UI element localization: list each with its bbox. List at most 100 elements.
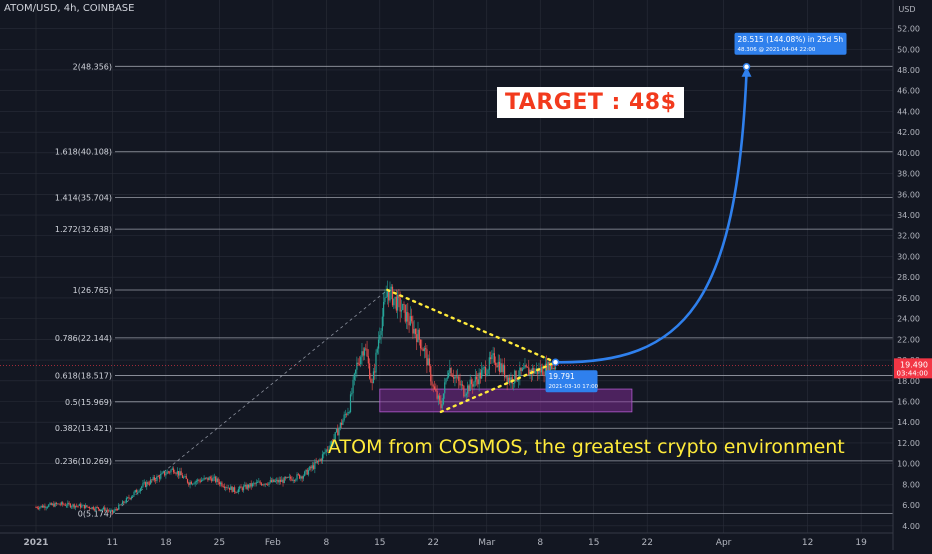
x-tick-label: 8 [323, 538, 329, 548]
candle-body [81, 505, 83, 508]
candle-body [283, 477, 285, 484]
measure-box-top: 28.515 (144.08%) in 25d 5h 48.306 @ 2021-… [734, 32, 847, 55]
candle-body [220, 482, 222, 485]
candle-body [412, 321, 414, 334]
candle-body [262, 484, 264, 486]
candle-body [269, 480, 271, 483]
candle-body [384, 297, 386, 302]
candle-body [92, 506, 94, 510]
candle-body [167, 471, 170, 473]
candle-body [39, 507, 41, 509]
candle-body [300, 476, 302, 479]
candle-body [170, 469, 172, 473]
candle-body [129, 498, 131, 499]
candle-body [184, 476, 186, 478]
candle-body [362, 351, 364, 356]
candle-body [267, 484, 269, 486]
candle-body [169, 471, 171, 473]
candle-body [539, 367, 541, 373]
candle-body [447, 373, 450, 378]
candle-body [386, 291, 389, 297]
candle-body [306, 469, 308, 475]
candle-body [132, 495, 134, 497]
candle-body [273, 479, 275, 482]
candle-body [502, 364, 504, 373]
candle-body [426, 349, 428, 366]
candle-body [389, 288, 391, 301]
support-zone [379, 388, 633, 413]
x-tick-label: Mar [478, 538, 495, 548]
candle-body [91, 506, 93, 509]
candle-body [279, 479, 282, 482]
candle-body [40, 505, 42, 508]
candle-body [179, 471, 181, 476]
candle-body [409, 316, 411, 326]
candle-body [418, 329, 420, 340]
candle-body [407, 312, 409, 322]
measure-box-bottom-line2: 2021-03-10 17:00 [549, 384, 599, 390]
candle-body [295, 479, 297, 481]
y-tick-label: 52.00 [897, 25, 920, 34]
candle-body [277, 479, 279, 483]
candle-body [146, 482, 148, 487]
candle-body [44, 505, 46, 508]
candle-body [304, 471, 306, 476]
candle-body [314, 461, 316, 469]
candle-body [110, 509, 112, 511]
fib-level-label: 1.618(40.108) [55, 148, 112, 157]
candle-body [493, 353, 495, 363]
y-tick-label: 22.00 [897, 335, 920, 344]
candle-body [142, 483, 144, 487]
candle-body [402, 304, 404, 311]
candle-body [171, 468, 173, 470]
candle-body [549, 364, 552, 375]
candle-body [552, 367, 554, 370]
y-tick-label: 42.00 [897, 128, 920, 137]
candle-body [188, 482, 190, 485]
x-tick-label: 8 [537, 538, 543, 548]
candle-body [376, 348, 378, 353]
candle-body [432, 385, 434, 387]
candle-body [51, 503, 54, 505]
candle-body [264, 483, 266, 485]
candle-body [510, 377, 512, 384]
candle-body [398, 294, 400, 298]
x-tick-label: 18 [160, 538, 172, 548]
candle-body [501, 363, 503, 373]
candle-body [125, 498, 128, 503]
candle-body [102, 507, 105, 510]
candle-body [194, 481, 196, 484]
candle-body [158, 476, 161, 479]
candle-body [348, 412, 350, 413]
candle-body [381, 316, 383, 331]
x-tick-label: 11 [107, 538, 118, 548]
candle-body [433, 386, 436, 390]
candle-body [489, 357, 492, 360]
candle-body [305, 469, 307, 472]
projection-arrow-head [741, 66, 752, 77]
candle-body [514, 370, 516, 384]
symbol-title[interactable]: ATOM/USD, 4h, COINBASE [4, 3, 135, 14]
candle-body [76, 505, 78, 507]
y-tick-label: 44.00 [897, 107, 920, 116]
candle-body [134, 490, 136, 493]
candle-body [403, 304, 405, 305]
candle-body [298, 474, 301, 479]
candle-body [534, 370, 536, 374]
candle-body [203, 477, 205, 480]
candle-body [58, 503, 60, 505]
candle-body [551, 364, 553, 370]
last-price-badge [894, 358, 932, 379]
candle-body [520, 367, 522, 371]
candle-body [544, 363, 546, 376]
candle-body [358, 363, 361, 365]
projection-arrow [555, 72, 748, 364]
candle-body [198, 479, 200, 481]
candle-body [139, 488, 142, 492]
candle-body [363, 348, 366, 356]
candle-body [174, 472, 176, 474]
